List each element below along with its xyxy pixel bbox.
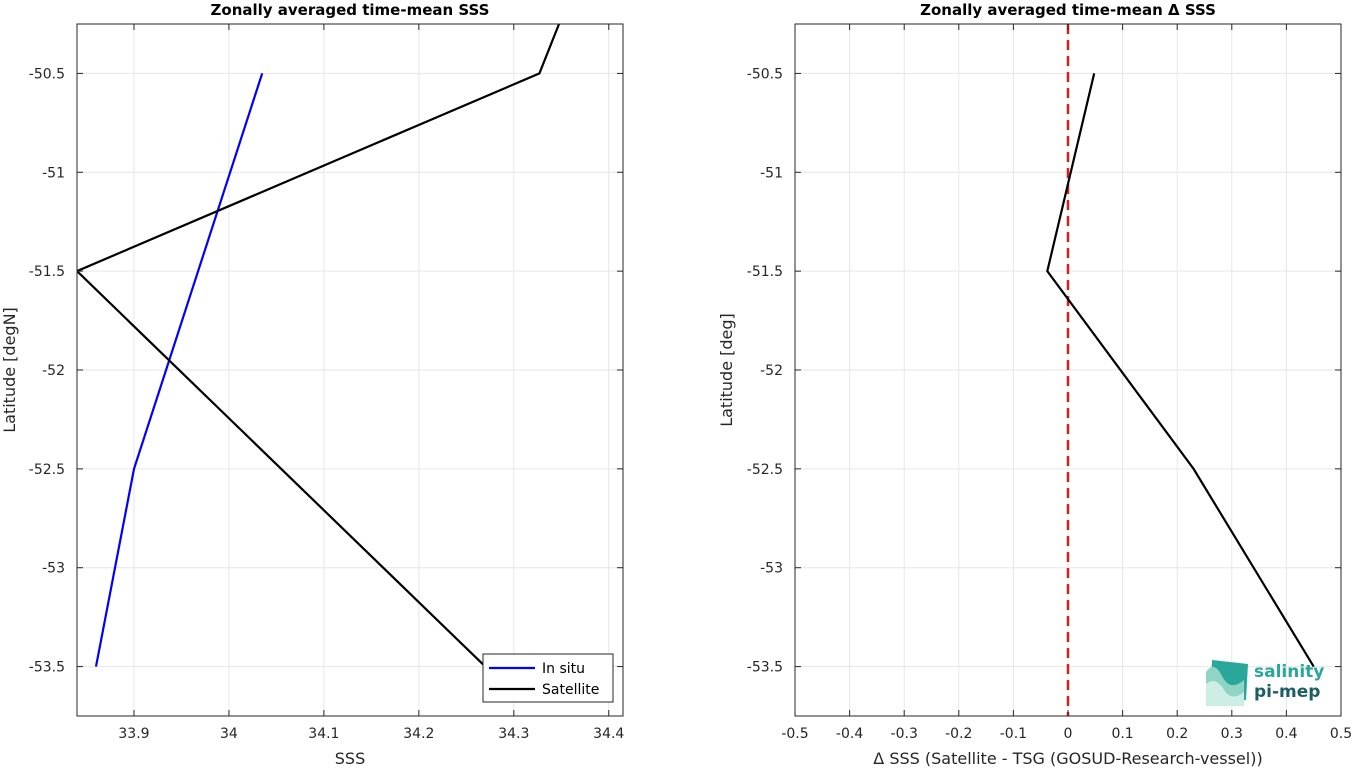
y-tick-label: -53 [42,561,65,577]
salinity-pi-mep-logo: salinity pi-mep [1206,660,1324,706]
y-tick-label: -51.5 [29,264,65,280]
x-axis-label: SSS [335,749,365,768]
x-tick-label: -0.1 [1000,726,1027,742]
x-tick-label: 34 [220,726,238,742]
legend-box [482,653,614,703]
x-tick-label: 34.3 [498,726,529,742]
series-line-satellite [77,24,561,668]
y-tick-label: -52 [760,363,783,379]
y-tick-label: -50.5 [29,66,65,82]
chart-right-delta-sss: -0.5 -0.4 -0.3 -0.2 -0.1 0 0.1 0.2 0.3 0.4 0.5 -53.… [717,1,1352,768]
y-tick-label: -53.5 [747,660,783,676]
x-tick-label: -0.4 [836,726,863,742]
x-tick-label: 34.1 [308,726,339,742]
y-axis-label: Latitude [deg] [717,313,736,427]
series-line-in-situ [94,73,264,667]
logo-wave-icon [1206,660,1248,706]
x-tick-label: 34.4 [593,726,624,742]
x-tick-label: 0.5 [1330,726,1352,742]
y-axis-label: Latitude [degN] [0,307,19,433]
y-tick-label: -50.5 [747,66,783,82]
x-tick-label: 0.2 [1166,726,1188,742]
y-tick-label: -51 [760,165,783,181]
y-tick-label: -52.5 [747,462,783,478]
y-tick-label: -53 [760,561,783,577]
x-tick-label: -0.5 [781,726,808,742]
y-tick-label: -53.5 [29,660,65,676]
x-tick-label: -0.3 [891,726,918,742]
legend: In situ Satellite [482,653,614,703]
x-tick-label: 0.3 [1221,726,1243,742]
chart-title: Zonally averaged time-mean SSS [211,1,490,19]
x-tick-label: -0.2 [945,726,972,742]
y-tick-label: -52 [42,363,65,379]
legend-entry: Satellite [542,682,599,698]
chart-title: Zonally averaged time-mean Δ SSS [920,1,1216,19]
series-group [1046,73,1315,668]
logo-text-salinity: salinity [1254,662,1324,682]
y-tick-label: -52.5 [29,462,65,478]
x-tick-label: 34.2 [403,726,434,742]
series-line-1 [1046,73,1315,668]
logo-text-pi-mep: pi-mep [1254,682,1320,702]
x-axis-label: Δ SSS (Satellite - TSG (GOSUD-Research-v… [873,749,1262,768]
legend-entry: In situ [542,661,585,677]
y-tick-label: -51 [42,165,65,181]
x-tick-label: 0 [1064,726,1073,742]
x-tick-label: 33.9 [118,726,149,742]
series-group [77,24,561,668]
y-tick-label: -51.5 [747,264,783,280]
x-tick-label: 0.1 [1111,726,1133,742]
chart-left-sss: 33.9 34 34.1 34.2 34.3 34.4 -53.5 -53 -52.5 -52 -5… [0,1,624,768]
x-tick-label: 0.4 [1275,726,1297,742]
